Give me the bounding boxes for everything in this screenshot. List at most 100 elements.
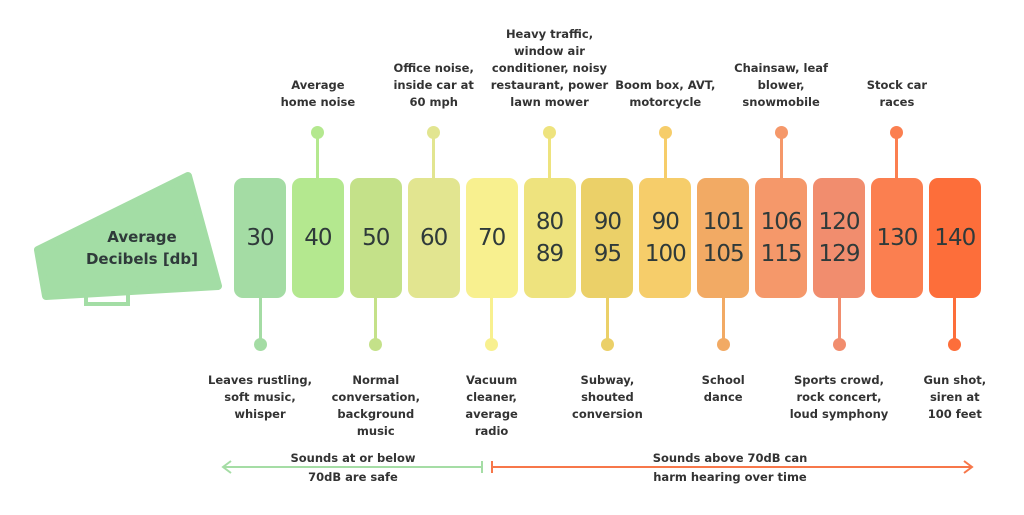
level-box: 90 95 — [581, 178, 634, 298]
level-box: 30 — [234, 178, 286, 298]
level-box: 106 115 — [755, 178, 808, 298]
label-line: Chainsaw, leaf — [734, 61, 829, 75]
decibel-value: 105 — [702, 241, 745, 267]
sound-example-label: Normal conversation, background music — [311, 372, 441, 440]
connector-dot — [543, 126, 556, 139]
decibel-value: 40 — [304, 225, 332, 251]
connector-dot — [948, 338, 962, 351]
decibel-value: 89 — [535, 241, 564, 267]
label-line: lawn mower — [510, 95, 589, 109]
connector-dot — [600, 338, 614, 351]
level-box: 80 89 — [523, 178, 576, 298]
connector-line — [605, 298, 609, 344]
label-line: average — [465, 407, 518, 421]
sound-example-label: Subway, shouted conversion — [542, 372, 672, 423]
label-line: Subway, — [580, 373, 635, 387]
label-line: soft music, — [224, 390, 296, 404]
label-line: Stock car — [866, 78, 928, 92]
sound-example-label: Leaves rustling, soft music, whisper — [195, 372, 325, 423]
connector-line — [837, 298, 841, 344]
decibel-value: 90 — [593, 209, 622, 235]
connector-line — [432, 132, 436, 178]
sound-example-label: Boom box, AVT, motorcycle — [600, 77, 730, 111]
label-line: School — [701, 373, 745, 387]
label-line: Average — [291, 78, 345, 92]
label-line: conversion — [572, 407, 643, 421]
connector-dot — [369, 338, 383, 351]
decibel-value: 129 — [818, 241, 861, 267]
sound-example-label: Stock car races — [832, 77, 962, 111]
label-line: Office noise, — [393, 61, 474, 75]
label-line: Sports crowd, — [793, 373, 885, 387]
sound-example-label: Sports crowd, rock concert, loud symphony — [774, 372, 904, 423]
decibel-value: 120 — [818, 209, 861, 235]
label-line: Normal — [352, 373, 400, 387]
safe-note-line-1: Sounds at or below — [290, 451, 416, 465]
label-line: Leaves rustling, — [208, 373, 312, 387]
decibel-value: 50 — [362, 225, 390, 251]
sound-example-label: Gun shot, siren at 100 feet — [890, 372, 1020, 423]
connector-dot — [774, 126, 788, 139]
connector-line — [953, 298, 957, 344]
label-line: Heavy traffic, — [505, 27, 594, 41]
label-line: loud symphony — [789, 407, 889, 421]
label-line: Gun shot, — [923, 373, 987, 387]
connector-dot — [658, 126, 672, 139]
sound-example-label: Heavy traffic, window air conditioner, noi… — [485, 26, 615, 111]
label-line: inside car at — [393, 78, 474, 92]
label-line: races — [879, 95, 915, 109]
level-box: 50 — [349, 178, 402, 298]
label-line: snowmobile — [742, 95, 820, 109]
harm-note-line-2: harm hearing over time — [653, 470, 807, 484]
label-line: conversation, — [331, 390, 420, 404]
label-line: whisper — [234, 407, 286, 421]
label-line: background — [337, 407, 415, 421]
connector-dot — [890, 126, 904, 139]
label-line: siren at — [929, 390, 980, 404]
connector-dot — [716, 338, 730, 351]
connector-dot — [832, 338, 846, 351]
sound-example-label: Average home noise — [253, 77, 383, 111]
label-line: conditioner, noisy — [491, 61, 608, 75]
connector-dot — [485, 338, 499, 351]
decibel-value: 95 — [593, 241, 622, 267]
level-box: 120 129 — [813, 178, 865, 298]
decibel-value: 90 — [651, 209, 680, 235]
label-line: 60 mph — [409, 95, 458, 109]
connector-line — [779, 132, 783, 178]
label-line: motorcycle — [629, 95, 702, 109]
level-box: 40 — [291, 178, 344, 298]
label-line: dance — [703, 390, 743, 404]
connector-dot — [427, 126, 441, 139]
label-line: radio — [474, 424, 509, 438]
safe-note-line-2: 70dB are safe — [308, 470, 398, 484]
sound-example-label: Vacuum cleaner, average radio — [427, 372, 557, 440]
decibel-value: 101 — [702, 209, 745, 235]
sound-example-label: Chainsaw, leaf blower, snowmobile — [716, 60, 846, 111]
label-line: restaurant, power — [490, 78, 609, 92]
megaphone-title: Average Decibels [db] — [82, 226, 202, 270]
connector-line — [490, 298, 494, 344]
connector-line — [663, 132, 667, 178]
title-line-2: Decibels [db] — [85, 250, 199, 268]
connector-line — [374, 298, 378, 344]
level-box: 60 — [407, 178, 460, 298]
connector-dot — [311, 126, 325, 139]
decibel-value: 115 — [760, 241, 803, 267]
decibel-value: 106 — [760, 209, 803, 235]
label-line: home noise — [280, 95, 356, 109]
decibel-value: 130 — [876, 225, 918, 251]
decibel-value: 80 — [535, 209, 564, 235]
label-line: music — [356, 424, 395, 438]
level-box: 70 — [465, 178, 518, 298]
harm-note-line-1: Sounds above 70dB can — [652, 451, 808, 465]
title-line-1: Average — [107, 228, 177, 246]
connector-line — [316, 132, 320, 178]
label-line: rock concert, — [796, 390, 882, 404]
harm-arrow — [491, 460, 974, 474]
level-box: 130 — [870, 178, 923, 298]
label-line: Vacuum — [465, 373, 518, 387]
sound-example-label: Office noise, inside car at 60 mph — [369, 60, 499, 111]
connector-line — [721, 298, 725, 344]
